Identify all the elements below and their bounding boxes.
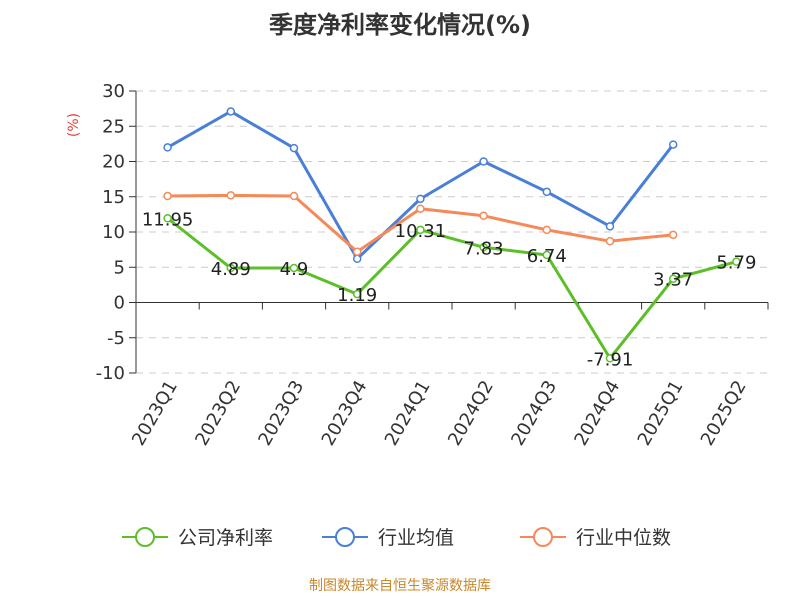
y-tick-label: 25 (102, 116, 125, 137)
chart-title: 季度净利率变化情况(%) (269, 11, 531, 39)
data-point (605, 354, 615, 363)
data-point (289, 263, 299, 273)
data-point (479, 211, 488, 221)
y-tick-label: -10 (96, 363, 125, 384)
data-label: 4.89 (211, 259, 251, 280)
legend-label: 公司净利率 (178, 527, 273, 549)
data-point (416, 225, 425, 235)
data-point (163, 143, 172, 152)
x-tick-label: 2023Q3 (254, 377, 308, 449)
y-tick-label: 15 (102, 187, 125, 208)
x-tick-label: 2023Q1 (128, 377, 182, 449)
y-tick-label: 5 (114, 257, 125, 278)
data-point (542, 250, 552, 260)
y-tick-label: 20 (102, 152, 125, 173)
data-label: 7.83 (464, 238, 504, 259)
data-point (668, 274, 678, 283)
data-point (289, 191, 299, 201)
data-point (479, 157, 488, 166)
x-tick-label: 2024Q4 (570, 377, 624, 449)
data-point (668, 230, 678, 240)
legend: 公司净利率 行业均值 行业中位数 (122, 527, 671, 549)
y-tick-label: 30 (102, 81, 125, 102)
data-label: 10.31 (395, 221, 447, 242)
x-tick-label: 2023Q4 (318, 377, 372, 449)
legend-marker (533, 527, 553, 547)
data-point (605, 236, 615, 246)
data-point (605, 222, 615, 231)
y-axis-label: (%) (66, 113, 82, 137)
data-label: 5.79 (716, 253, 756, 274)
y-tick-label: 10 (102, 222, 125, 243)
data-point (289, 143, 299, 153)
data-label: 1.19 (337, 285, 377, 306)
x-tick-label: 2024Q3 (507, 377, 561, 449)
series-lines (163, 107, 741, 363)
x-axis: 2023Q1 2023Q2 2023Q3 2023Q4 2024Q1 2024Q2 2024… (128, 302, 769, 449)
data-label: 4.9 (280, 259, 309, 280)
data-point (226, 107, 236, 116)
data-point (416, 194, 425, 204)
y-tick-label: -5 (107, 328, 125, 349)
data-point (732, 257, 741, 266)
legend-label: 行业均值 (378, 527, 454, 549)
legend-marker (335, 527, 355, 547)
data-label: 11.95 (142, 209, 194, 230)
x-tick-label: 2024Q2 (444, 377, 498, 449)
data-point (542, 225, 552, 235)
series-line (166, 217, 737, 360)
data-point (352, 254, 362, 264)
data-point (226, 191, 236, 200)
data-point (226, 263, 236, 273)
x-tick-label: 2025Q2 (697, 377, 751, 449)
y-tick-label: 0 (114, 293, 125, 314)
data-point (352, 289, 362, 299)
x-tick-label: 2023Q2 (191, 377, 245, 449)
data-point (416, 204, 425, 213)
x-tick-label: 2024Q1 (381, 377, 435, 449)
data-label: 3.37 (653, 270, 693, 291)
source-note: 制图数据来自恒生聚源数据库 (309, 578, 491, 594)
data-point (668, 140, 678, 149)
x-tick-label: 2025Q1 (634, 377, 688, 449)
data-point (163, 191, 172, 201)
data-point (163, 214, 172, 223)
legend-label: 行业中位数 (576, 527, 671, 549)
data-point (542, 187, 552, 197)
data-point (479, 243, 488, 252)
legend-marker (135, 527, 155, 547)
data-point (352, 247, 362, 256)
data-label: -7.91 (587, 349, 634, 370)
data-labels: 11.95 4.89 4.9 1.19 10.31 7.83 6.74 -7.91 3.37 5.… (142, 209, 757, 370)
data-label: 6.74 (527, 246, 567, 267)
y-axis: 30 25 20 15 10 5 0 -5 -10 (96, 81, 137, 384)
